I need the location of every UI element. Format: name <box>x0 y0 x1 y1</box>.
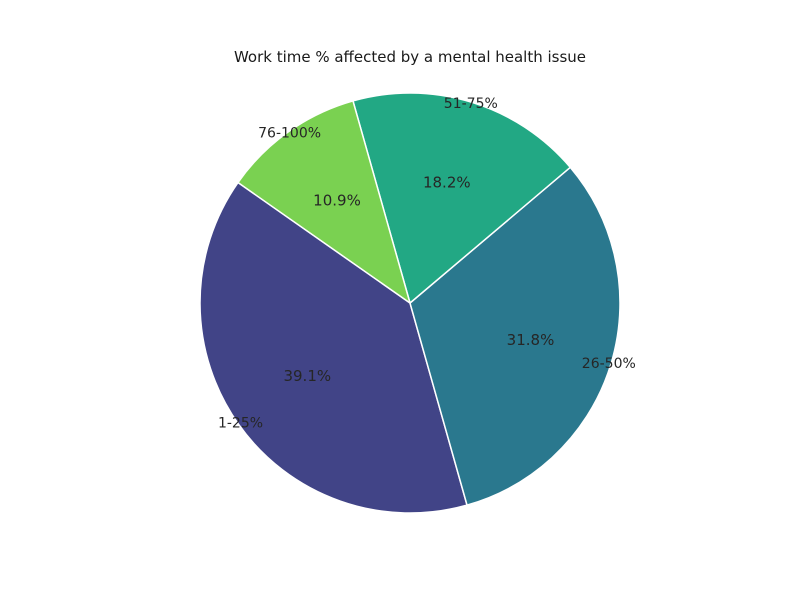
slice-percent-label: 39.1% <box>283 367 331 385</box>
pie-slice-26-50% <box>409 166 621 506</box>
slice-category-label: 51-75% <box>444 96 498 112</box>
pie-labels: 39.1% 1-25% 31.8% 26-50% 18.2% 51-75% 10.9% 76-… <box>218 96 636 431</box>
pie-slice-76-100% <box>237 100 411 304</box>
slice-category-label: 1-25% <box>218 415 263 431</box>
slice-percent-label: 10.9% <box>313 191 361 209</box>
slice-percent-label: 31.8% <box>507 331 555 349</box>
chart-title: Work time % affected by a mental health … <box>233 48 587 66</box>
slice-category-label: 76-100% <box>258 126 321 142</box>
slice-percent-label: 18.2% <box>423 174 471 192</box>
slice-category-label: 26-50% <box>582 356 636 372</box>
pie-slices <box>199 92 621 514</box>
pie-slice-1-25% <box>199 181 468 514</box>
pie-slice-51-75% <box>352 92 572 304</box>
